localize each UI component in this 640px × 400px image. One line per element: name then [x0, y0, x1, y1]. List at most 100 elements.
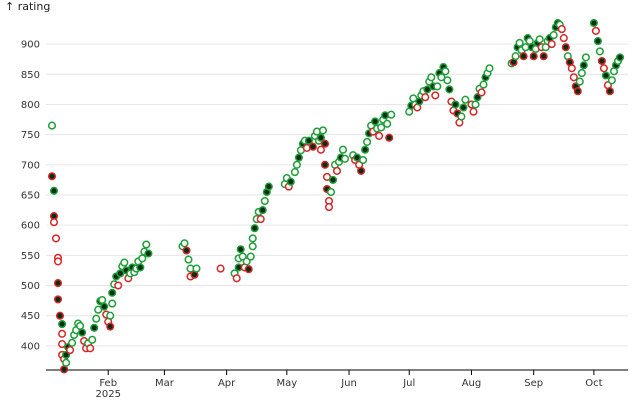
- data-point-loss: [569, 73, 578, 82]
- data-point-loss-filled: [539, 52, 548, 61]
- data-point-loss: [256, 215, 265, 224]
- data-point-loss: [86, 344, 95, 353]
- data-point-win: [338, 145, 348, 154]
- data-point-loss: [316, 145, 325, 154]
- data-point-win: [76, 321, 85, 330]
- grid-lines: [46, 43, 628, 347]
- data-point-win: [387, 110, 396, 119]
- x-tick-label: Jun: [340, 378, 357, 389]
- data-point-win: [511, 52, 520, 61]
- data-point-win: [260, 196, 269, 206]
- data-point-win-filled: [459, 103, 468, 112]
- x-tick-label: Jul: [402, 378, 415, 389]
- data-point-win-filled: [451, 100, 460, 109]
- x-tick-sublabel: 2025: [95, 389, 120, 400]
- data-point-win: [433, 82, 442, 91]
- data-point-win: [485, 64, 494, 73]
- data-point-loss-filled: [519, 52, 528, 61]
- data-point-win: [248, 242, 257, 251]
- data-point-win: [192, 264, 201, 273]
- data-point-win: [290, 168, 299, 177]
- data-point-loss: [332, 166, 342, 175]
- data-point-loss-filled: [53, 295, 63, 304]
- data-point-win-filled: [136, 263, 145, 272]
- data-point-win: [120, 258, 129, 267]
- data-point-win: [457, 112, 466, 121]
- y-tick-label: 800: [21, 100, 40, 111]
- data-point-win: [106, 311, 115, 320]
- y-axis-ticks: 400 450 500 550 600 650 700 750 800 850 900: [21, 40, 40, 353]
- data-point-win-filled: [258, 206, 267, 215]
- y-tick-label: 750: [21, 130, 40, 141]
- data-point-win-filled: [250, 224, 259, 233]
- data-point-loss-filled: [573, 87, 582, 96]
- data-point-win-filled: [445, 85, 454, 94]
- data-point-win-filled: [328, 175, 338, 184]
- data-point-loss: [591, 26, 600, 35]
- data-point-loss-filled: [597, 56, 606, 66]
- data-point-loss-filled: [106, 322, 115, 331]
- y-axis-label: ↑ rating: [5, 0, 50, 13]
- data-point-loss: [567, 64, 576, 73]
- data-point-loss: [114, 281, 123, 290]
- data-point-win: [377, 123, 386, 132]
- data-point-win: [184, 255, 193, 264]
- data-points: [47, 18, 625, 374]
- data-point-loss: [51, 234, 61, 243]
- data-point-win: [575, 77, 584, 86]
- data-point-loss: [557, 25, 566, 34]
- data-point-win-filled: [615, 53, 625, 62]
- data-point-win: [47, 121, 57, 130]
- y-tick-label: 600: [21, 221, 40, 232]
- data-point-loss: [599, 64, 608, 73]
- data-point-loss: [216, 264, 225, 273]
- y-tick-label: 400: [21, 341, 40, 352]
- x-tick-label: May: [276, 378, 297, 389]
- data-point-win: [98, 295, 107, 305]
- data-point-win: [479, 80, 488, 89]
- data-point-loss: [66, 346, 75, 355]
- data-point-win: [62, 358, 71, 367]
- data-point-win: [138, 254, 147, 263]
- data-point-win-filled: [316, 133, 325, 142]
- data-point-loss-filled: [320, 160, 330, 169]
- x-tick-label: Oct: [585, 378, 602, 389]
- data-point-win: [246, 252, 255, 261]
- data-point-win-filled: [601, 71, 610, 80]
- y-tick-label: 900: [21, 40, 40, 51]
- data-point-win: [515, 38, 524, 47]
- data-point-win-filled: [49, 186, 59, 195]
- data-point-loss-filled: [385, 133, 394, 142]
- data-point-win: [595, 47, 604, 56]
- data-point-win-filled: [144, 249, 153, 258]
- data-point-loss: [49, 218, 59, 227]
- data-point-win-filled: [78, 328, 87, 337]
- data-point-loss: [232, 274, 241, 283]
- data-point-win: [581, 53, 590, 62]
- data-point-loss-filled: [55, 311, 65, 320]
- data-point-win-filled: [264, 182, 273, 191]
- data-point-loss: [547, 40, 556, 49]
- data-point-win: [535, 35, 544, 44]
- data-point-loss-filled: [47, 172, 57, 181]
- data-point-win-filled: [361, 145, 370, 154]
- data-point-loss-filled: [308, 142, 317, 151]
- data-point-loss: [421, 93, 430, 102]
- data-point-loss-filled: [244, 265, 253, 274]
- data-point-win: [359, 155, 368, 165]
- data-point-win: [443, 76, 452, 85]
- data-point-loss: [559, 34, 568, 43]
- data-point-loss-filled: [53, 279, 63, 288]
- data-point-loss: [375, 131, 384, 140]
- data-point-loss-filled: [529, 52, 538, 61]
- data-point-win-filled: [294, 153, 303, 162]
- data-point-win: [461, 95, 470, 104]
- data-point-win: [427, 73, 436, 82]
- data-point-win-filled: [236, 245, 245, 254]
- data-point-win-filled: [371, 117, 380, 126]
- data-point-loss-filled: [357, 166, 366, 175]
- data-point-win: [142, 240, 151, 249]
